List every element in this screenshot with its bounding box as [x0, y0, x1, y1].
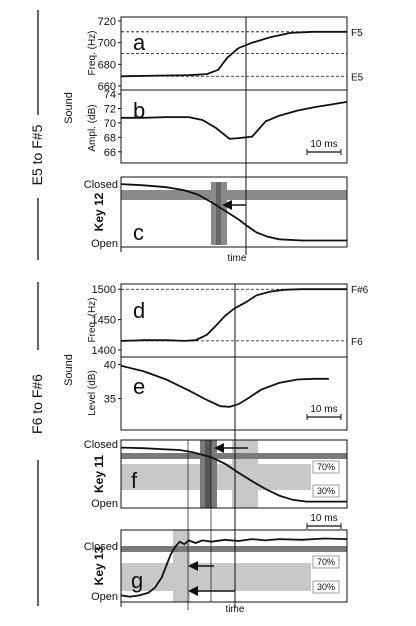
ylabel-b: Ampl. (dB) — [87, 104, 98, 151]
f-30-box — [312, 484, 340, 498]
series-line-f — [120, 446, 347, 503]
sound-label-bottom: Sound — [63, 354, 75, 386]
f-70-label: 70% — [317, 462, 335, 472]
panel-letter-f: f — [131, 468, 138, 493]
arrow-g2-head — [188, 586, 198, 596]
f-light-vertical-bar — [232, 440, 258, 508]
panel-e-frame — [120, 356, 348, 431]
ytick-label-a-2: 700 — [98, 38, 116, 50]
g-70-box — [312, 555, 340, 569]
series-line-d — [120, 288, 347, 342]
arrow-g1-head — [188, 561, 198, 571]
scalebar-g-label: 10 ms — [310, 513, 337, 524]
ytick-label-d-2: 1500 — [92, 284, 116, 296]
ytick-label-e-1: 40 — [104, 359, 116, 371]
reference-label-a-2: E5 — [351, 72, 364, 83]
section1-label: E5 to F#5 — [29, 124, 45, 185]
g-dark-horizontal-bar — [121, 546, 347, 552]
key-label-g: Key 13 — [92, 546, 106, 585]
g-light-band — [121, 563, 311, 591]
ytick-label-a-3: 720 — [98, 16, 116, 28]
panel-letter-c: c — [133, 220, 144, 245]
panel-g-frame — [120, 529, 348, 603]
series-line-a — [120, 30, 347, 78]
f-70-box — [312, 460, 340, 474]
sound-label-top: Sound — [63, 92, 75, 124]
g-30-label: 30% — [317, 582, 335, 592]
scalebar-b-label: 10 ms — [310, 139, 337, 150]
panel-letter-a: a — [133, 30, 146, 55]
open-label-g: Open — [91, 591, 118, 603]
ytick-label-a-1: 680 — [98, 59, 116, 71]
reference-label-d-1: F6 — [351, 337, 363, 348]
ylabel-e: Level (dB) — [87, 370, 98, 416]
c-horizontal-gray-bar — [121, 190, 347, 200]
ytick-label-b-4: 74 — [104, 89, 116, 101]
section2-label: F6 to F#6 — [29, 374, 45, 434]
ytick-label-b-2: 70 — [104, 118, 116, 130]
closed-label-c: Closed — [84, 179, 118, 191]
panel-letter-g: g — [131, 568, 143, 593]
reference-label-a-0: F5 — [351, 28, 363, 39]
series-line-e — [120, 364, 329, 408]
series-line-c — [120, 183, 347, 242]
panel-letter-d: d — [133, 298, 145, 323]
arrow-f-head — [214, 443, 224, 453]
time-label-1: time — [228, 253, 247, 264]
panel-letter-b: b — [133, 98, 145, 123]
f-darker-vertical-bar — [205, 440, 211, 508]
ytick-label-d-1: 1450 — [92, 315, 116, 327]
series-line-b — [121, 101, 348, 140]
arrow-c-head — [222, 200, 232, 210]
ytick-label-e-0: 35 — [104, 394, 116, 406]
key-label-c: Key 12 — [92, 192, 106, 231]
panel-d-frame — [120, 283, 348, 358]
open-label-c: Open — [91, 238, 118, 250]
reference-label-d-0: F#6 — [351, 285, 369, 296]
open-label-f: Open — [91, 498, 118, 510]
closed-label-g: Closed — [84, 541, 118, 553]
scalebar-e-label: 10 ms — [310, 404, 337, 415]
c-vertical-dark-bar — [216, 182, 221, 245]
f-dark-horizontal-bar — [121, 453, 347, 459]
key-label-f: Key 11 — [92, 455, 106, 493]
ytick-label-b-1: 68 — [104, 132, 116, 144]
g-70-label: 70% — [317, 557, 335, 567]
panel-c-frame — [120, 176, 348, 248]
g-30-box — [312, 580, 340, 594]
ytick-label-a-0: 660 — [98, 81, 116, 93]
closed-label-f: Closed — [84, 439, 118, 451]
ylabel-a: Freq. (Hz) — [87, 31, 98, 76]
ytick-label-b-0: 66 — [104, 147, 116, 159]
panel-b-frame — [120, 89, 348, 164]
ylabel-d: Freq. (Hz) — [87, 298, 98, 343]
series-line-g — [120, 537, 348, 598]
f-30-label: 30% — [317, 486, 335, 496]
ytick-label-d-0: 1400 — [92, 345, 116, 357]
panel-f-frame — [120, 439, 348, 509]
time-label-2: time — [226, 604, 245, 615]
ytick-label-b-3: 72 — [104, 103, 116, 115]
panel-letter-e: e — [133, 374, 145, 399]
